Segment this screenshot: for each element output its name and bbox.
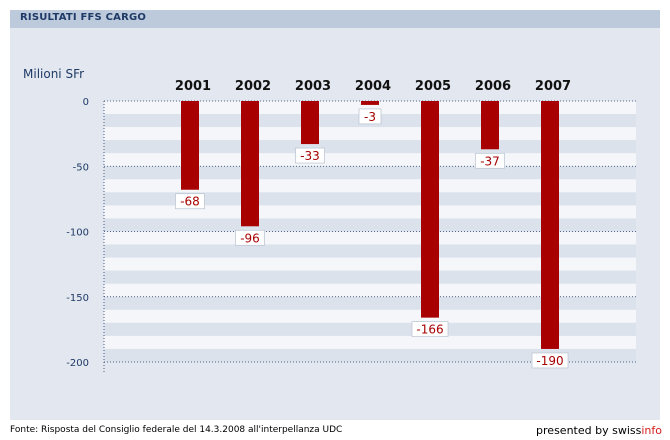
y-tick-label: -150 [66,293,89,304]
category-label: 2006 [475,79,511,94]
data-label: -166 [411,321,449,337]
bar [361,101,379,105]
data-label-box [295,147,325,164]
plot-band [104,348,636,362]
data-label-box [235,229,265,246]
bars [181,101,559,349]
data-label-text: -190 [536,354,563,368]
plot-band [104,192,636,206]
plot-band [104,127,636,141]
bar [541,101,559,349]
chart-title: RISULTATI FFS CARGO [20,12,147,23]
data-label-text: -33 [300,149,320,163]
data-label: -68 [175,193,205,210]
bar [301,101,319,145]
plot-band [104,309,636,323]
plot-band [104,205,636,219]
plot-band [104,335,636,349]
source-note: Fonte: Risposta del Consiglio federale d… [10,425,343,435]
data-label-box [531,352,569,369]
plot-band [104,140,636,154]
plot-band [104,244,636,258]
bar [181,101,199,190]
data-label-box [475,152,505,169]
plot-band [104,179,636,193]
data-label: -96 [235,229,265,246]
category-label: 2007 [535,79,571,94]
brand-info: info [641,424,662,437]
bar [421,101,439,318]
plot-band [104,322,636,336]
plot-band [104,257,636,271]
data-label: -33 [295,147,325,164]
data-label: -190 [531,352,569,369]
brand-swiss: swiss [612,424,642,437]
plot-band [104,166,636,180]
plot-band [104,101,636,115]
y-tick-label: -100 [66,228,89,239]
data-label: -3 [358,108,382,125]
y-tick-label: 0 [83,97,89,108]
category-label: 2001 [175,79,211,94]
presented-by[interactable]: presented by swissinfo [536,424,662,437]
y-tick-label: -50 [73,162,89,173]
y-tick-labels: 0 -50 -100 -150 -200 [66,97,89,369]
data-label-box [175,193,205,210]
y-axis-label: Milioni SFr [23,67,84,81]
data-label: -37 [475,152,505,169]
data-labels: -68 -96 -33 -3 -166 -37 -190 [175,108,569,369]
category-labels: 2001 2002 2003 2004 2005 2006 2007 [175,79,571,94]
bar [481,101,499,150]
data-label-text: -96 [240,231,260,245]
plot-band [104,218,636,232]
category-label: 2004 [355,79,391,94]
plot-band [104,296,636,310]
category-label: 2003 [295,79,331,94]
data-label-text: -68 [180,195,200,209]
y-tick-label: -200 [66,358,89,369]
data-label-text: -3 [364,110,376,124]
data-label-box [358,108,382,125]
plot-band [104,283,636,297]
data-label-text: -166 [416,323,443,337]
plot-band [104,270,636,284]
presented-by-text: presented by [536,424,609,437]
bar [241,101,259,227]
data-label-box [411,321,449,337]
title-bar: RISULTATI FFS CARGO [10,10,660,28]
category-label: 2002 [235,79,271,94]
category-label: 2005 [415,79,451,94]
data-label-text: -37 [480,154,500,168]
